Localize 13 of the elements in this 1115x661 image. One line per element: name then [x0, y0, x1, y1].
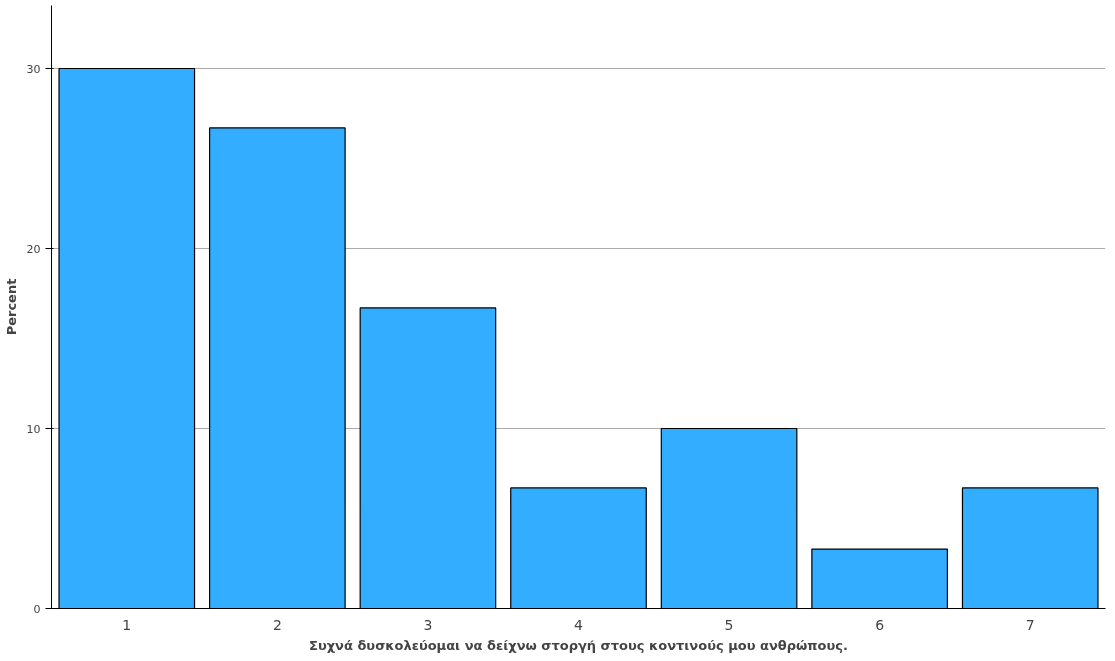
x-axis-title: Συχνά δυσκολεύομαι να δείχνω στοργή στους κοντινούς μου ανθρώπους. — [309, 637, 848, 653]
x-tick-label: 6 — [875, 616, 885, 633]
x-tick-label: 1 — [122, 616, 132, 633]
x-tick-label: 2 — [272, 616, 282, 633]
x-tick-label: 5 — [724, 616, 734, 633]
y-tick-label: 20 — [26, 242, 41, 256]
y-tick-label: 0 — [33, 602, 41, 616]
x-tick-label: 4 — [574, 616, 584, 633]
x-tick-label: 3 — [423, 616, 433, 633]
y-tick-label: 30 — [26, 62, 41, 76]
y-tick-label: 10 — [26, 422, 41, 436]
x-tick-label: 7 — [1025, 616, 1035, 633]
y-axis-title: Percent — [3, 278, 19, 336]
